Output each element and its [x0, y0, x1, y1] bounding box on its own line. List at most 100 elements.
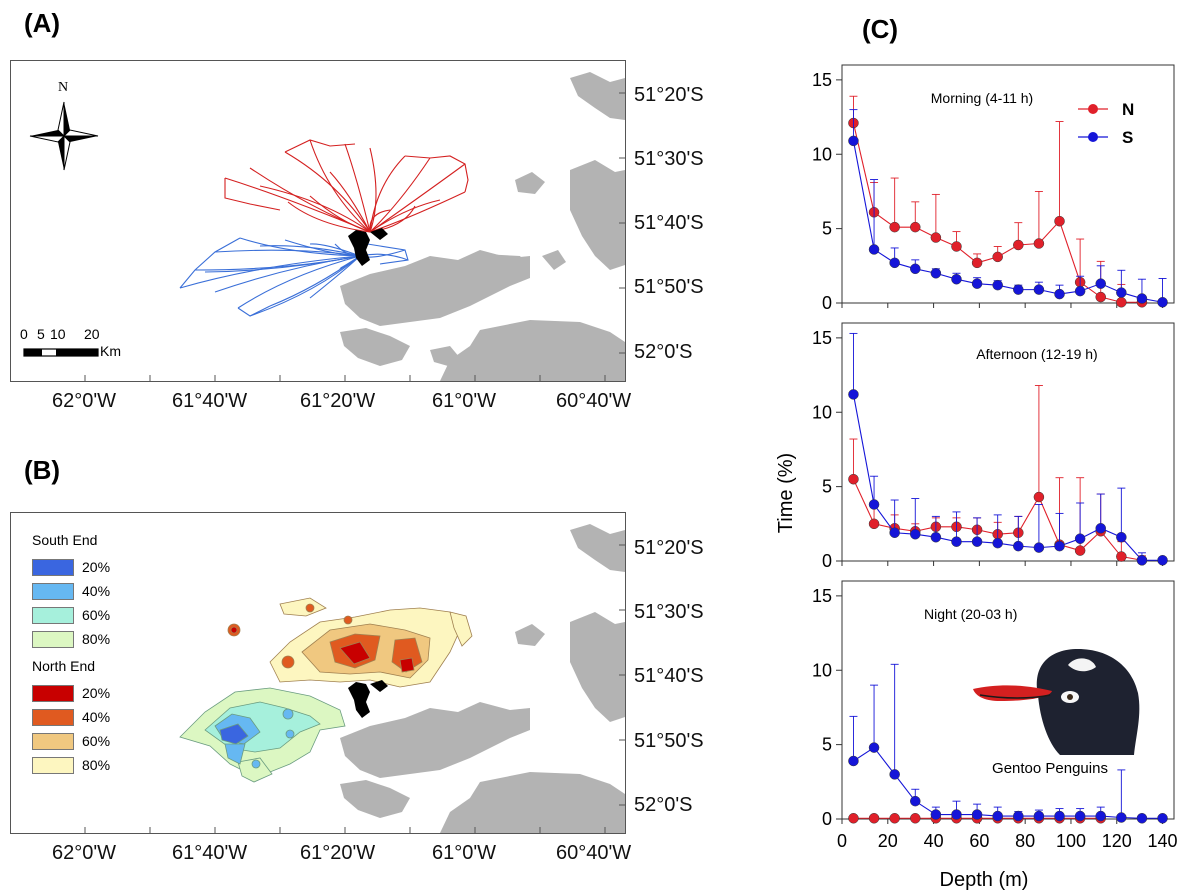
y-tick-label: 15	[812, 586, 832, 606]
data-point-S	[971, 536, 983, 547]
data-point-N	[868, 813, 880, 824]
legend-south-title: South End	[32, 532, 98, 548]
series-line-N	[852, 122, 1142, 303]
legend-item: 40%	[32, 580, 110, 602]
series-line-S	[852, 394, 1163, 561]
north-track	[369, 163, 466, 233]
map-b-lat-label: 51°40'S	[634, 665, 704, 687]
data-point-S	[910, 263, 921, 275]
south-track	[237, 255, 361, 309]
data-point-S	[1033, 542, 1045, 553]
data-point-S	[1136, 813, 1148, 824]
data-point-N	[1116, 297, 1127, 308]
legend-label: 80%	[82, 757, 111, 773]
x-tick-label: 140	[1148, 831, 1177, 851]
x-tick-label: 60	[969, 831, 989, 851]
map-b-lat-label: 51°30'S	[634, 601, 704, 623]
south-end-tracks	[179, 237, 409, 317]
north-track	[369, 147, 377, 233]
data-point-S	[992, 810, 1003, 822]
legend-label: 60%	[82, 733, 111, 749]
data-point-S	[951, 536, 962, 547]
data-point-N	[910, 813, 921, 824]
north-track	[284, 151, 371, 233]
south-track	[179, 237, 409, 317]
data-point-S	[910, 528, 921, 540]
map-b-lon-ticks	[84, 827, 606, 834]
data-point-S	[889, 257, 900, 269]
legend-label: 20%	[82, 559, 111, 575]
data-point-S	[930, 809, 942, 820]
x-axis-title: Depth (m)	[940, 869, 1029, 891]
data-point-S	[889, 527, 900, 538]
legend-item: 40%	[32, 706, 110, 728]
penguin-illustration	[973, 649, 1140, 755]
data-point-S	[1054, 540, 1065, 552]
x-tick-label: 0	[837, 831, 847, 851]
map-b-lon-label: 61°40'W	[172, 842, 248, 864]
legend-swatch	[32, 630, 74, 648]
map-b-svg	[10, 512, 626, 834]
legend-label: 40%	[82, 709, 111, 725]
data-point-S	[910, 795, 921, 807]
north-kde-contours	[227, 597, 473, 688]
panel-b-label: (B)	[24, 455, 61, 485]
data-point-S	[848, 135, 859, 147]
kde-legend: South End 20% 40% 60% 80% North End 20% …	[32, 532, 152, 792]
legend-item: 20%	[32, 556, 110, 578]
legend-item: 80%	[32, 628, 110, 650]
x-tick-label: 80	[1015, 831, 1035, 851]
south-track	[194, 255, 361, 271]
subplot-2: 0 5 10 15 0 20 40 60 80 100 120 140 Night (20-03 h)	[812, 580, 1177, 851]
legend-north-title: North End	[32, 658, 96, 674]
map-b-lon-label: 62°0'W	[52, 842, 117, 864]
north-arrow-icon	[29, 101, 99, 171]
data-point-N	[910, 221, 921, 233]
data-point-S	[1013, 284, 1024, 295]
north-track	[369, 155, 406, 233]
x-tick-label: 40	[924, 831, 944, 851]
y-tick-label: 5	[822, 735, 832, 755]
legend-item: 60%	[32, 730, 110, 752]
data-point-S	[951, 273, 962, 285]
legend-swatch	[32, 708, 74, 726]
data-point-N	[848, 813, 859, 824]
series-line-S	[852, 140, 1163, 303]
data-point-S	[1074, 533, 1086, 544]
north-track	[224, 139, 469, 211]
south-track	[309, 243, 361, 257]
north-track	[287, 201, 371, 233]
data-point-S	[1157, 297, 1168, 308]
y-tick-label: 5	[822, 219, 832, 239]
map-b-lon-label: 61°0'W	[432, 842, 497, 864]
map-a-svg	[10, 60, 626, 382]
map-a-lat-label: 51°30'S	[634, 148, 704, 170]
series-line-S	[853, 746, 1163, 819]
panel-a-label: (A)	[24, 8, 61, 38]
north-track	[369, 157, 431, 233]
data-point-N	[992, 251, 1003, 263]
data-point-N	[951, 241, 962, 252]
data-point-N	[1116, 551, 1127, 562]
legend-swatch	[32, 756, 74, 774]
data-point-N	[889, 221, 900, 233]
south-track	[249, 255, 361, 317]
map-a-lon-label: 61°0'W	[432, 390, 497, 412]
data-point-S	[930, 268, 942, 279]
south-track	[179, 255, 361, 289]
legend-swatch	[32, 606, 74, 624]
map-b-lat-ticks	[619, 544, 626, 806]
map-a-lat-label: 51°20'S	[634, 84, 704, 106]
subplot-frame	[841, 64, 1175, 304]
subplot-title: Afternoon (12-19 h)	[976, 346, 1097, 362]
south-kde-contours	[179, 687, 346, 783]
scale-unit: Km	[100, 343, 121, 359]
data-point-S	[1095, 523, 1106, 534]
data-point-S	[1033, 810, 1045, 822]
data-point-S	[1033, 284, 1045, 295]
land-mass	[340, 524, 625, 833]
map-b-lat-label: 51°20'S	[634, 537, 704, 559]
data-point-S	[992, 537, 1003, 549]
legend-label-n: N	[1122, 100, 1134, 119]
north-label: N	[58, 80, 69, 95]
